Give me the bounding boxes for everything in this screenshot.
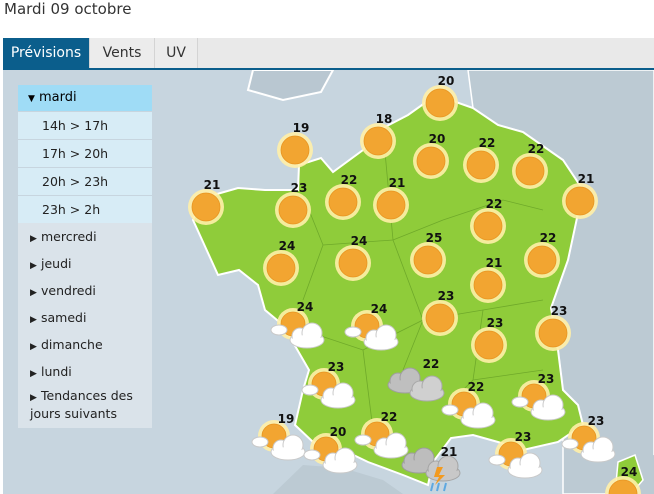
spain-land [273, 465, 403, 494]
temperature-label: 23 [327, 360, 345, 374]
temperature-label: 24 [278, 239, 296, 253]
temperature-label: 24 [620, 465, 638, 479]
chevron-right-icon: ▶ [30, 369, 37, 379]
chevron-right-icon: ▶ [30, 315, 37, 325]
temperature-label: 22 [539, 231, 557, 245]
temperature-label: 22 [478, 136, 496, 150]
temperature-label: 25 [425, 231, 443, 245]
tab-uv[interactable]: UV [155, 38, 198, 68]
time-slot-20-23[interactable]: 20h > 23h [18, 168, 152, 195]
day-label: lundi [41, 364, 72, 379]
day-mardi[interactable]: ▼ mardi [18, 85, 152, 111]
temperature-label: 20 [437, 74, 455, 88]
temperature-label: 22 [380, 410, 398, 424]
temperature-label: 23 [486, 316, 504, 330]
time-slot-23-2[interactable]: 23h > 2h [18, 196, 152, 223]
temperature-label: 22 [485, 197, 503, 211]
temperature-label: 23 [290, 181, 308, 195]
day-label-line2: jours suivants [30, 406, 117, 421]
temperature-label: 19 [277, 412, 295, 426]
day-label: vendredi [41, 283, 96, 298]
tab-bar: Prévisions Vents UV [3, 38, 654, 68]
day-vendredi[interactable]: ▶ vendredi [18, 277, 152, 304]
temperature-label: 23 [514, 430, 532, 444]
chevron-right-icon: ▶ [30, 288, 37, 298]
day-tendances[interactable]: ▶ Tendances des jours suivants [18, 385, 152, 428]
day-samedi[interactable]: ▶ samedi [18, 304, 152, 331]
chevron-down-icon: ▼ [28, 94, 35, 104]
day-label: Tendances des [41, 388, 133, 403]
day-dimanche[interactable]: ▶ dimanche [18, 331, 152, 358]
chevron-right-icon: ▶ [30, 342, 37, 352]
temperature-label: 21 [388, 176, 406, 190]
france-land [191, 93, 585, 487]
temperature-label: 22 [467, 380, 485, 394]
temperature-label: 23 [550, 304, 568, 318]
temperature-label: 23 [587, 414, 605, 428]
temperature-label: 22 [527, 142, 545, 156]
day-label: jeudi [41, 256, 72, 271]
day-label: mercredi [41, 229, 97, 244]
temperature-label: 21 [203, 178, 221, 192]
temperature-label: 24 [370, 302, 388, 316]
day-label: mardi [39, 90, 77, 105]
chevron-right-icon: ▶ [30, 393, 37, 403]
day-lundi[interactable]: ▶ lundi [18, 358, 152, 385]
day-jeudi[interactable]: ▶ jeudi [18, 250, 152, 277]
temperature-label: 20 [329, 425, 347, 439]
temperature-label: 20 [428, 132, 446, 146]
temperature-label: 22 [340, 173, 358, 187]
page-title: Mardi 09 octobre [4, 0, 132, 18]
temperature-label: 18 [375, 112, 393, 126]
temperature-label: 22 [422, 357, 440, 371]
temperature-label: 21 [440, 445, 458, 459]
temperature-label: 19 [292, 121, 310, 135]
england-land [246, 70, 335, 102]
time-slot-14-17[interactable]: 14h > 17h [18, 112, 152, 139]
temperature-label: 21 [485, 256, 503, 270]
temperature-label: 23 [437, 289, 455, 303]
temperature-label: 21 [577, 172, 595, 186]
tab-previsions[interactable]: Prévisions [3, 38, 90, 68]
tab-underline [3, 68, 654, 70]
tab-vents[interactable]: Vents [90, 38, 155, 68]
time-slot-17-20[interactable]: 17h > 20h [18, 140, 152, 167]
day-mercredi[interactable]: ▶ mercredi [18, 223, 152, 250]
temperature-label: 24 [350, 234, 368, 248]
day-menu: ▼ mardi 14h > 17h 17h > 20h 20h > 23h 23h… [18, 85, 152, 428]
chevron-right-icon: ▶ [30, 234, 37, 244]
day-label: samedi [41, 310, 87, 325]
day-label: dimanche [41, 337, 103, 352]
chevron-right-icon: ▶ [30, 261, 37, 271]
temperature-label: 23 [537, 372, 555, 386]
temperature-label: 24 [296, 300, 314, 314]
